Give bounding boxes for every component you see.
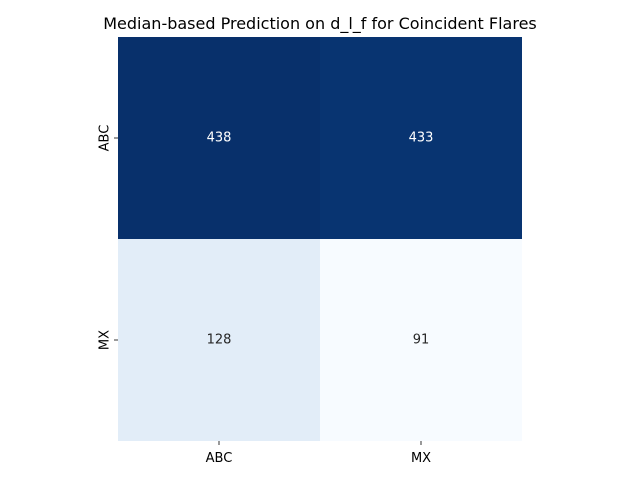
cell-value-label: 438 (207, 131, 232, 146)
x-tick-label: ABC (206, 451, 233, 466)
cell-annotations: 438 433 128 91 (207, 131, 434, 348)
heatmap-cell (118, 37, 320, 239)
chart-title: Median-based Prediction on d_l_f for Coi… (103, 14, 537, 34)
y-tick-label: MX (98, 330, 113, 350)
heatmap-cell (118, 239, 320, 441)
heatmap-cells (118, 37, 522, 441)
heatmap-cell (320, 37, 522, 239)
cell-value-label: 91 (413, 333, 430, 348)
cell-value-label: 128 (207, 333, 232, 348)
y-tick-label: ABC (98, 125, 113, 152)
cell-value-label: 433 (409, 131, 434, 146)
x-tick-label: MX (411, 451, 431, 466)
x-axis: ABC MX (206, 441, 431, 466)
heatmap-cell (320, 239, 522, 441)
y-axis: ABC MX (98, 125, 118, 350)
